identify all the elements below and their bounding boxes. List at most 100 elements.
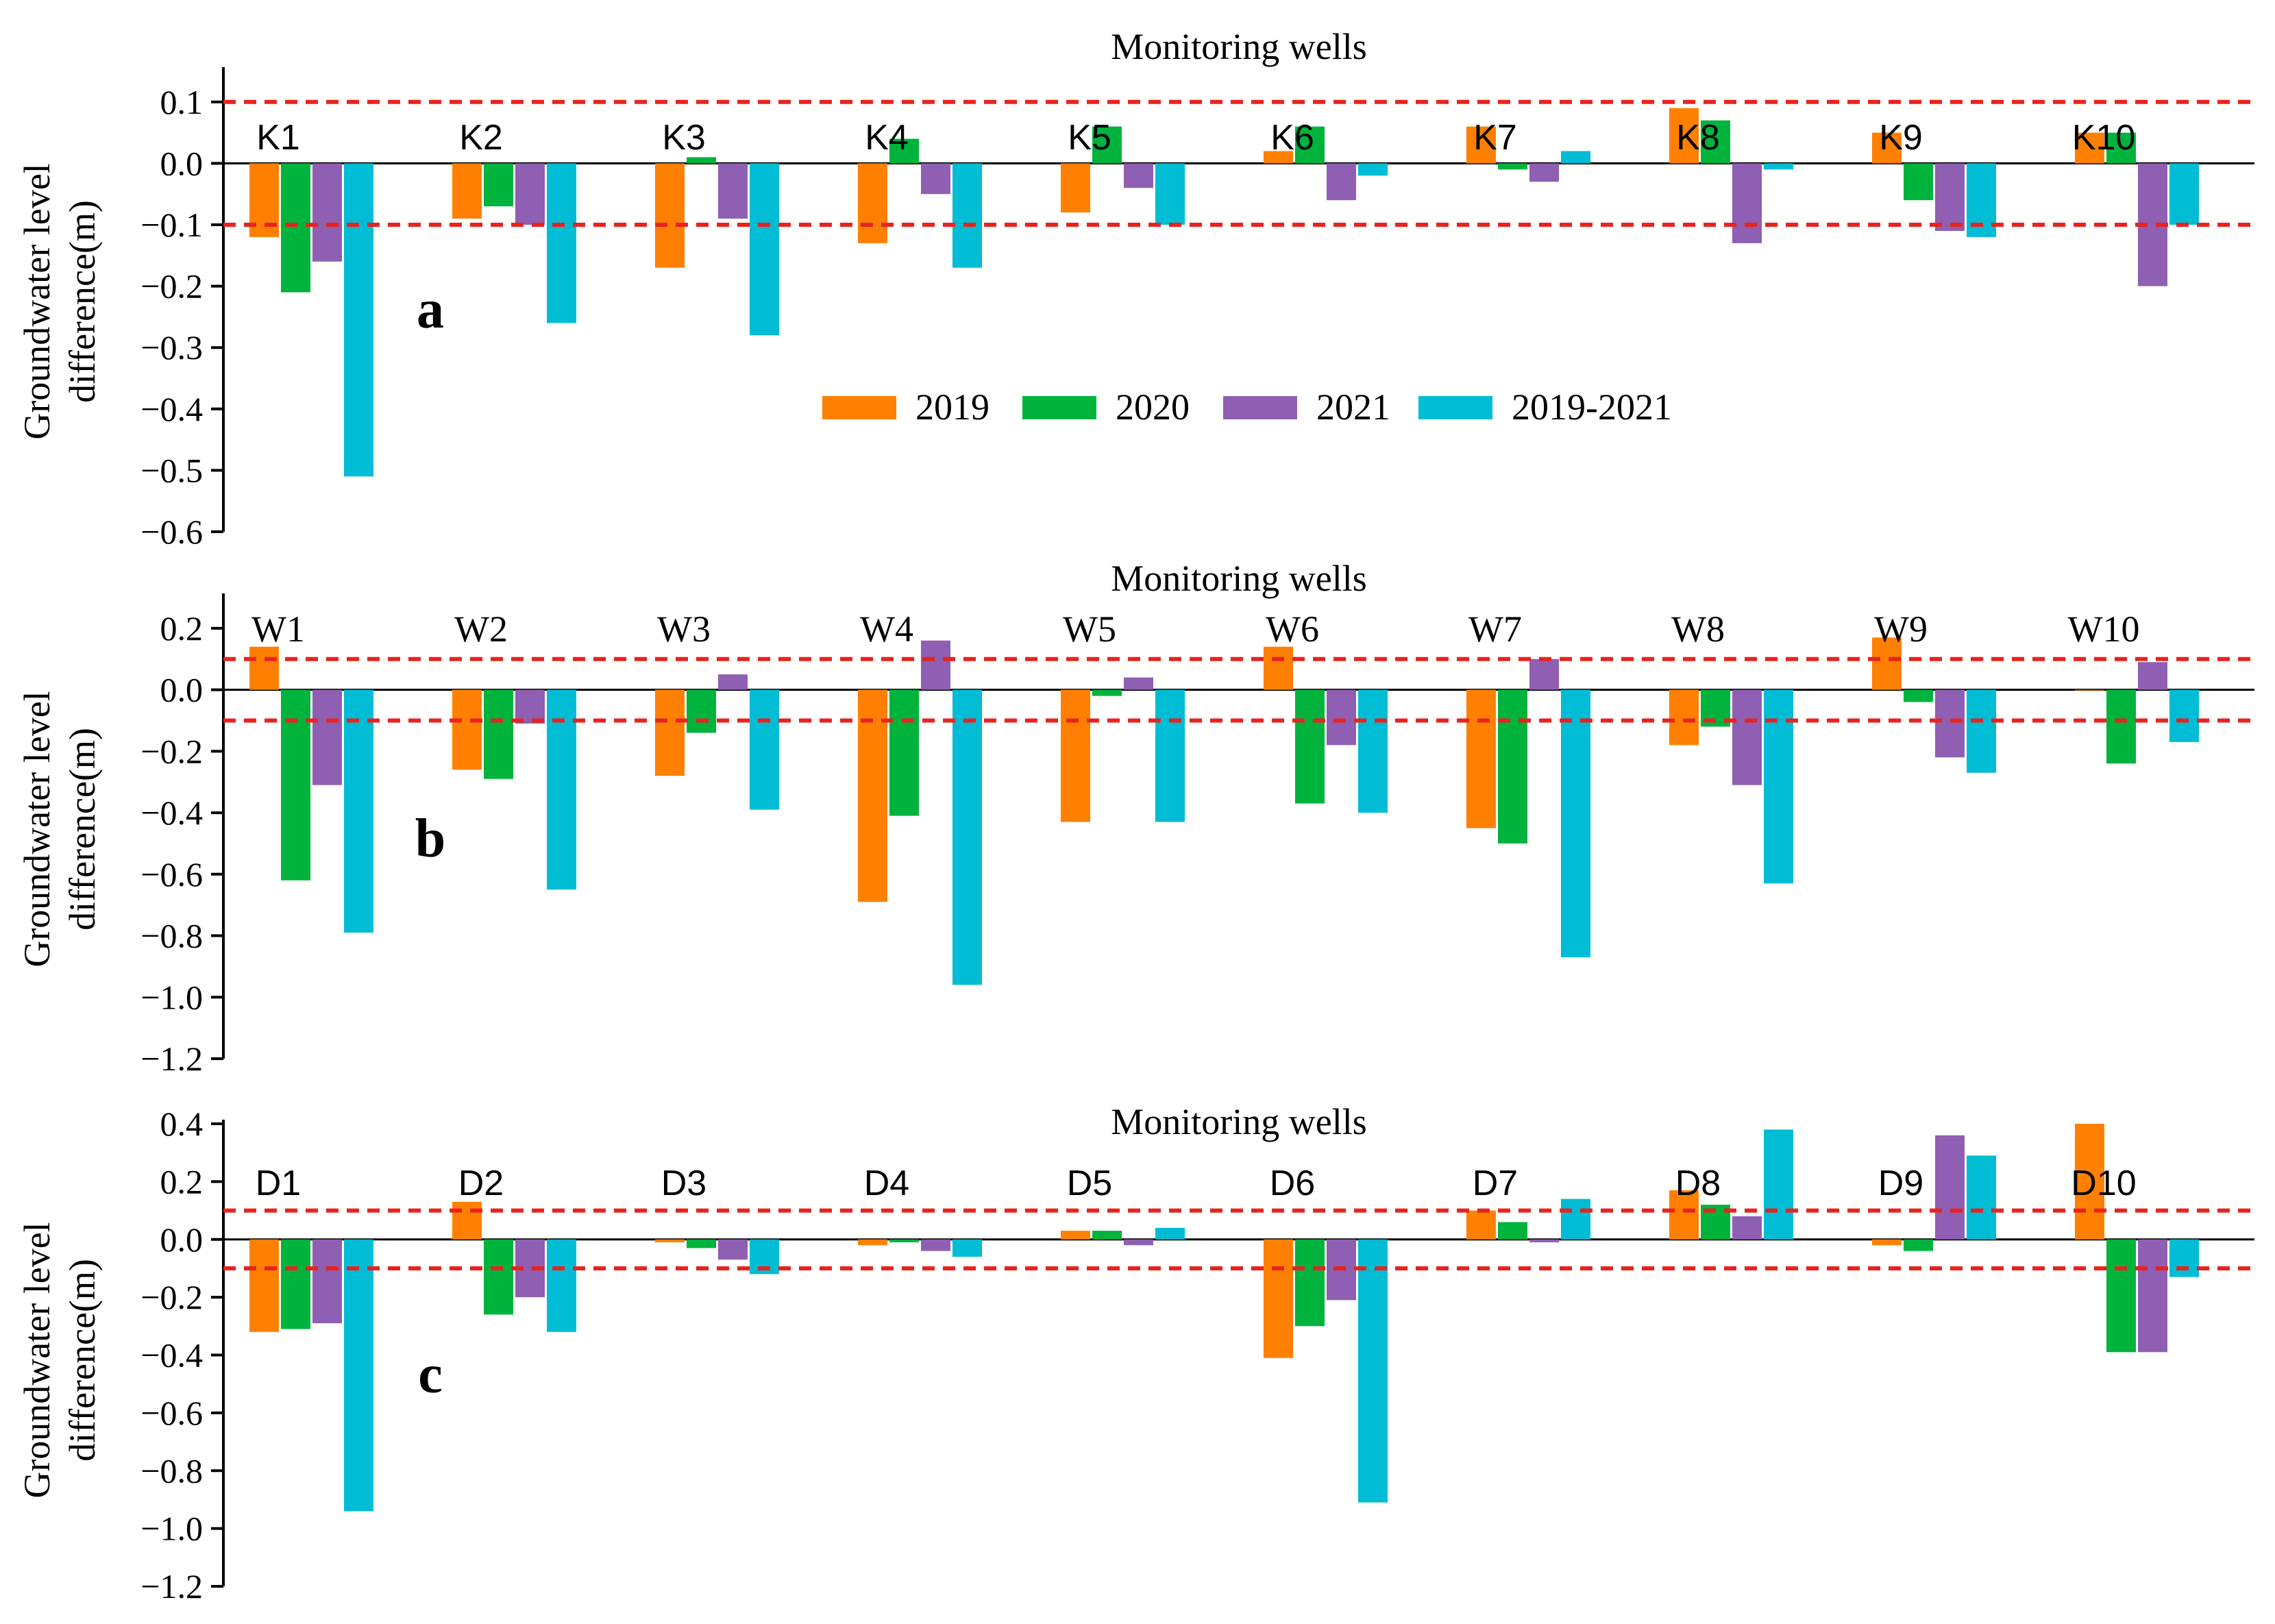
bar-D6-2020 [1295, 1239, 1325, 1327]
category-label: W9 [1874, 608, 1928, 650]
category-label: K10 [2072, 118, 2136, 158]
bar-D1-2019 [249, 1239, 279, 1332]
bar-K4-2021 [921, 163, 950, 195]
y-tick-label: −0.6 [140, 855, 203, 894]
bar-D2-2020 [484, 1239, 513, 1315]
bar-K10-2019 [2075, 132, 2104, 164]
bar-W3-2020 [687, 689, 716, 733]
category-label: K3 [662, 118, 706, 158]
category-label: K9 [1879, 118, 1923, 158]
bar-W4-2019-2021 [952, 689, 982, 985]
bar-W5-2020 [1092, 689, 1122, 696]
bar-D8-2019-2021 [1764, 1129, 1793, 1240]
bar-W4-2021 [921, 640, 950, 690]
legend-swatch-2019 [822, 396, 896, 419]
bar-K7-2019 [1466, 126, 1496, 164]
bar-W10-2019-2021 [2169, 689, 2199, 742]
category-label: W5 [1063, 608, 1116, 650]
bar-K5-2019 [1061, 163, 1090, 213]
bar-W3-2019 [655, 689, 685, 776]
bar-W6-2019 [1264, 646, 1293, 690]
y-tick-label: −0.2 [140, 267, 203, 306]
bar-W7-2019-2021 [1561, 689, 1590, 957]
legend-label: 2019-2021 [1512, 386, 1672, 428]
bar-D3-2021 [718, 1239, 748, 1260]
legend-label: 2020 [1116, 386, 1190, 428]
bar-K3-2021 [718, 163, 748, 219]
panel-title: Monitoring wells [1111, 1101, 1367, 1142]
y-tick-label: −0.2 [140, 1278, 203, 1316]
y-axis-label: Groundwater level difference(m) [16, 1222, 103, 1498]
legend-label: 2021 [1316, 386, 1390, 428]
bar-K6-2020 [1295, 126, 1325, 164]
category-label: W10 [2068, 608, 2140, 650]
bar-K2-2019-2021 [547, 163, 576, 323]
bar-D1-2021 [312, 1239, 342, 1324]
y-tick-label: 0.1 [160, 83, 204, 121]
category-label: W3 [657, 608, 711, 650]
category-label: W2 [454, 608, 508, 650]
bar-K3-2019 [655, 163, 685, 268]
category-label: D8 [1675, 1164, 1721, 1203]
panel-letter: a [417, 280, 444, 340]
y-tick-label: −1.0 [140, 1510, 203, 1548]
bar-W7-2019 [1466, 689, 1496, 828]
y-tick-label: −1.0 [140, 978, 203, 1016]
panel-a: Monitoring wells 0.1 0.0 −0.1 −0.2 −0.3 −0.4 −0… [16, 26, 2254, 551]
y-tick-label: −1.2 [140, 1567, 203, 1605]
bar-K3-2019-2021 [750, 163, 779, 336]
category-label: K7 [1473, 118, 1517, 158]
category-label: D10 [2071, 1164, 2136, 1203]
legend-label: 2019 [915, 386, 989, 428]
bar-W2-2019 [452, 689, 482, 770]
bar-D9-2021 [1935, 1135, 1965, 1240]
y-axis-label: Groundwater level difference(m) [16, 691, 103, 967]
category-label: D1 [256, 1164, 301, 1203]
bar-K5-2021 [1124, 163, 1153, 188]
bar-W10-2020 [2106, 689, 2136, 764]
y-tick-label: −0.4 [140, 1336, 203, 1375]
category-label: K2 [459, 118, 503, 158]
category-label: D7 [1473, 1164, 1518, 1203]
bar-K2-2019 [452, 163, 482, 219]
bar-K8-2019-2021 [1764, 163, 1793, 170]
category-label: D5 [1067, 1164, 1112, 1203]
bar-D10-2019-2021 [2169, 1239, 2199, 1277]
bar-D4-2021 [921, 1239, 950, 1251]
bar-D7-2020 [1498, 1222, 1527, 1240]
y-tick-label: −0.4 [140, 390, 203, 428]
panel-title: Monitoring wells [1111, 558, 1367, 599]
category-label: W1 [251, 608, 305, 650]
legend-swatch-2021 [1223, 396, 1297, 419]
bar-W7-2020 [1498, 689, 1527, 844]
bar-K9-2020 [1904, 163, 1933, 201]
bar-K7-2019-2021 [1561, 151, 1590, 164]
bar-D3-2019 [655, 1239, 685, 1242]
category-label: W4 [860, 608, 913, 650]
bar-W1-2019 [249, 646, 279, 690]
bar-W6-2021 [1327, 689, 1356, 746]
category-label: D3 [661, 1164, 706, 1203]
y-tick-label: 0.2 [160, 1162, 204, 1201]
bar-K6-2021 [1327, 163, 1356, 201]
bar-K1-2021 [312, 163, 342, 262]
bar-D5-2021 [1124, 1239, 1153, 1246]
bar-D10-2021 [2138, 1239, 2167, 1353]
panel-b: Monitoring wells 0.2 0.0 −0.2 −0.4 −0.6 −0.8 −1… [16, 558, 2254, 1078]
bar-K7-2021 [1529, 163, 1559, 182]
y-tick-label: 0.2 [160, 609, 204, 648]
category-label: W6 [1266, 608, 1319, 650]
legend-swatch-2019-2021 [1418, 396, 1492, 419]
y-tick-label: 0.0 [160, 144, 204, 182]
category-label: D9 [1878, 1164, 1923, 1203]
bar-W3-2021 [718, 674, 748, 690]
y-tick-label: 0.0 [160, 1220, 204, 1259]
bar-D10-2020 [2106, 1239, 2136, 1353]
bar-K2-2020 [484, 163, 513, 207]
bar-W4-2020 [889, 689, 919, 816]
panel-title: Monitoring wells [1111, 26, 1367, 67]
bar-W9-2019-2021 [1967, 689, 1996, 773]
bar-W2-2019-2021 [547, 689, 576, 890]
bar-D7-2019 [1466, 1210, 1496, 1240]
bar-K3-2020 [687, 157, 716, 164]
